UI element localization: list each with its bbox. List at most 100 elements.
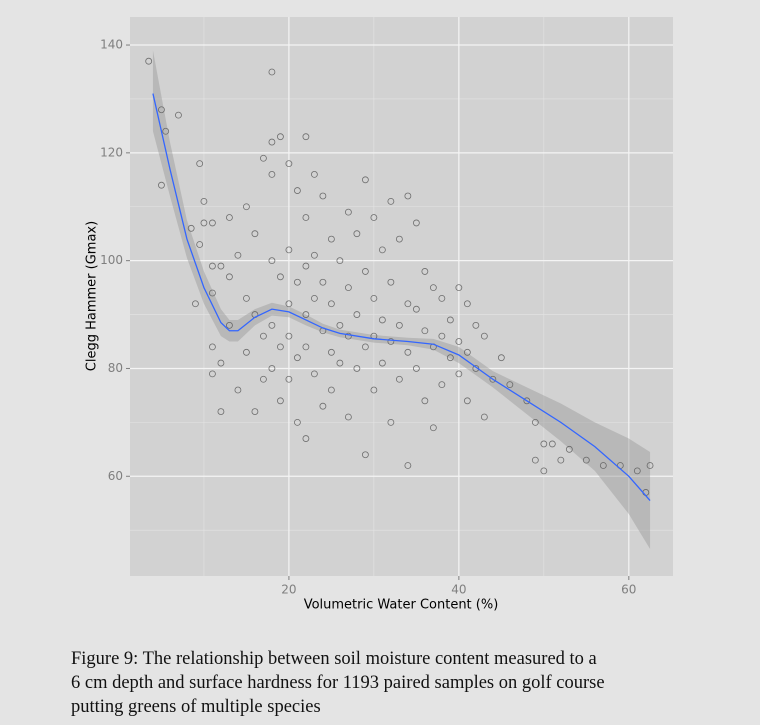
data-point bbox=[463, 348, 471, 356]
data-point bbox=[429, 284, 437, 292]
data-point bbox=[175, 111, 182, 119]
data-point bbox=[294, 354, 301, 362]
data-point bbox=[285, 246, 293, 254]
data-point bbox=[294, 187, 301, 194]
data-point bbox=[378, 246, 386, 254]
data-point bbox=[327, 300, 335, 308]
data-point bbox=[302, 214, 310, 221]
data-point bbox=[268, 68, 276, 76]
data-point bbox=[548, 440, 556, 448]
data-point bbox=[187, 224, 195, 232]
data-point bbox=[438, 332, 446, 340]
data-point bbox=[226, 321, 233, 329]
data-point bbox=[387, 278, 395, 286]
data-point bbox=[361, 451, 369, 459]
y-tick-label: 60 bbox=[108, 469, 123, 483]
data-point bbox=[336, 321, 344, 329]
data-point bbox=[421, 397, 429, 405]
data-point bbox=[243, 348, 250, 356]
x-axis-label: Volumetric Water Content (%) bbox=[304, 598, 499, 613]
data-point bbox=[463, 397, 471, 405]
data-point bbox=[294, 278, 301, 286]
smooth-line bbox=[152, 93, 651, 501]
data-point bbox=[209, 219, 216, 227]
data-point bbox=[217, 408, 225, 415]
data-point bbox=[302, 262, 310, 270]
data-point bbox=[387, 418, 395, 426]
data-point bbox=[319, 278, 327, 286]
data-point bbox=[353, 365, 361, 372]
data-point bbox=[438, 381, 446, 389]
data-point bbox=[438, 294, 446, 302]
data-point bbox=[455, 370, 463, 378]
data-point bbox=[599, 462, 607, 469]
data-point bbox=[268, 365, 276, 372]
data-point bbox=[310, 370, 318, 378]
data-point bbox=[277, 273, 284, 281]
data-point bbox=[370, 214, 378, 221]
data-point bbox=[540, 440, 548, 448]
data-point bbox=[327, 386, 335, 394]
data-point bbox=[243, 203, 250, 211]
data-point bbox=[260, 332, 267, 340]
data-point bbox=[158, 181, 165, 189]
data-point bbox=[455, 284, 463, 292]
data-point bbox=[395, 235, 403, 243]
data-point bbox=[404, 348, 412, 356]
y-tick-label: 120 bbox=[100, 145, 123, 159]
data-point bbox=[489, 375, 497, 383]
data-point bbox=[395, 375, 403, 383]
data-point bbox=[260, 154, 267, 162]
data-point bbox=[421, 327, 429, 335]
x-tick-label: 60 bbox=[621, 583, 636, 597]
data-point bbox=[395, 321, 403, 329]
data-point bbox=[327, 235, 335, 243]
data-point bbox=[285, 300, 293, 308]
data-point bbox=[310, 251, 318, 259]
data-point bbox=[480, 332, 488, 340]
data-point bbox=[565, 445, 573, 453]
data-point bbox=[226, 214, 233, 221]
data-point bbox=[387, 338, 395, 345]
data-point bbox=[192, 300, 199, 308]
data-point bbox=[412, 219, 420, 227]
data-point bbox=[209, 370, 216, 378]
data-point bbox=[158, 106, 165, 114]
data-point bbox=[429, 424, 437, 432]
data-point bbox=[302, 343, 310, 351]
data-point bbox=[404, 192, 412, 200]
x-tick-label: 20 bbox=[281, 583, 296, 597]
data-point bbox=[268, 257, 276, 265]
data-point bbox=[370, 386, 378, 394]
data-point bbox=[234, 251, 242, 259]
data-point bbox=[370, 294, 378, 302]
data-point bbox=[302, 311, 310, 318]
data-point bbox=[344, 332, 352, 340]
data-point bbox=[196, 241, 204, 248]
data-point bbox=[523, 397, 531, 405]
data-point bbox=[404, 462, 412, 469]
data-point bbox=[209, 262, 216, 270]
data-point bbox=[285, 375, 293, 383]
data-point bbox=[260, 375, 267, 383]
data-point bbox=[353, 311, 361, 318]
y-tick-label: 80 bbox=[108, 361, 123, 375]
data-point bbox=[344, 208, 352, 216]
data-point bbox=[421, 268, 429, 275]
data-point bbox=[200, 197, 208, 205]
data-point bbox=[480, 413, 488, 421]
data-point bbox=[234, 386, 242, 394]
data-point bbox=[209, 289, 216, 297]
data-point bbox=[327, 348, 335, 356]
data-point bbox=[217, 262, 225, 270]
data-point bbox=[497, 354, 505, 362]
data-point bbox=[344, 413, 352, 421]
data-point bbox=[217, 359, 225, 367]
data-point bbox=[361, 176, 369, 184]
data-point bbox=[455, 338, 463, 345]
caption-line: Figure 9: The relationship between soil … bbox=[71, 649, 597, 669]
y-axis-label: Clegg Hammer (Gmax) bbox=[85, 221, 100, 371]
data-point bbox=[531, 456, 539, 464]
